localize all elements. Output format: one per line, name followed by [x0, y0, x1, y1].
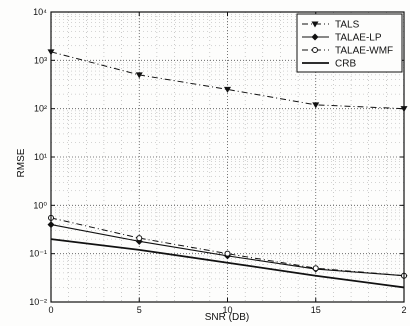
series-line	[50, 238, 405, 289]
x-tick-label: 15	[311, 305, 321, 315]
legend-marker	[311, 21, 319, 28]
tick-layer: 0 5 10 15 2 10⁻² 10⁻¹ 10⁰ 10¹ 10² 10³ 10⁴	[29, 7, 406, 315]
series-crb	[50, 238, 405, 289]
legend-marker	[312, 47, 318, 53]
x-axis-title: SNR (DB)	[205, 312, 249, 323]
data-point	[312, 102, 320, 109]
y-tick-label: 10⁻¹	[29, 249, 47, 259]
x-tick-label: 10	[222, 305, 232, 315]
x-tick-label: 5	[137, 305, 142, 315]
data-point	[135, 72, 143, 79]
legend: TALS TALAE-LP TALAE-WMF CRB	[296, 13, 403, 73]
data-point	[224, 86, 231, 93]
series-line	[50, 217, 405, 277]
data-point	[224, 250, 231, 257]
series-layer	[47, 49, 408, 289]
legend-label: TALAE-WMF	[335, 46, 393, 57]
legend-marker	[311, 33, 319, 41]
y-tick-label: 10⁴	[33, 7, 47, 17]
legend-label: CRB	[335, 59, 356, 70]
series-talae-wmf	[48, 214, 407, 279]
y-tick-label: 10²	[34, 104, 47, 114]
y-tick-label: 10³	[34, 55, 47, 65]
data-point	[312, 265, 319, 272]
y-tick-label: 10⁰	[33, 200, 47, 210]
x-tick-label: 2	[401, 305, 406, 315]
x-tick-label: 0	[48, 305, 53, 315]
legend-label: TALS	[335, 20, 360, 31]
y-tick-label: 10⁻²	[29, 297, 47, 307]
data-point	[136, 235, 143, 242]
y-axis-title: RMSE	[16, 148, 27, 177]
legend-label: TALAE-LP	[335, 33, 382, 44]
series-line	[50, 51, 405, 110]
y-tick-label: 10¹	[34, 152, 47, 162]
